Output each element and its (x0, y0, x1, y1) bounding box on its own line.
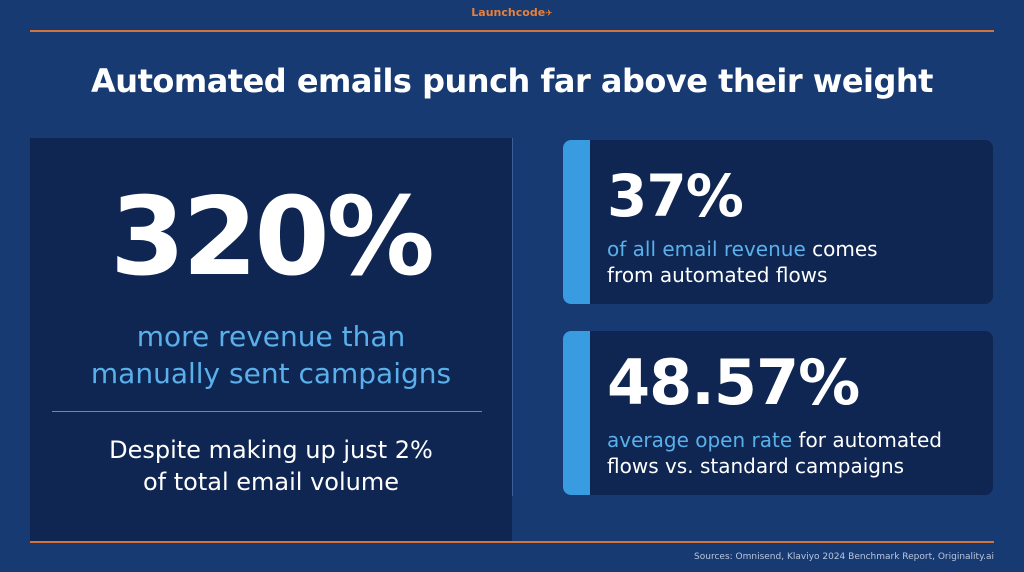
card-text: comes (805, 237, 878, 261)
brand-logo: Launchcode✈ (0, 6, 1024, 19)
brand-name: Launchcode (471, 6, 546, 19)
hero-note-line2: of total email volume (143, 468, 399, 496)
page-title: Automated emails punch far above their w… (91, 62, 933, 100)
hero-stat-subtitle: more revenue than manually sent campaign… (30, 318, 512, 392)
card-text: for automated (792, 428, 942, 452)
card-highlight-text: average open rate (607, 428, 793, 452)
hero-stat-panel: 320% more revenue than manually sent cam… (30, 138, 512, 542)
top-divider (30, 30, 994, 32)
card-text-line2: flows vs. standard campaigns (607, 454, 905, 478)
stat-card-revenue-share: 37% of all email revenue comes from auto… (563, 140, 993, 304)
card-stat-value: 48.57% (607, 346, 860, 419)
stat-card-open-rate: 48.57% average open rate for automated f… (563, 331, 993, 495)
hero-stat-value: 320% (110, 175, 435, 300)
card-description: average open rate for automated flows vs… (607, 427, 987, 479)
card-accent-bar (563, 140, 590, 304)
hero-subtitle-line2: manually sent campaigns (90, 357, 452, 390)
hero-note-line1: Despite making up just 2% (109, 436, 433, 464)
card-stat-value: 37% (607, 162, 744, 230)
card-accent-bar (563, 331, 590, 495)
hero-stat-note: Despite making up just 2% of total email… (30, 434, 512, 498)
card-description: of all email revenue comes from automate… (607, 236, 987, 288)
card-text-line2: from automated flows (607, 263, 828, 287)
column-separator (512, 138, 513, 496)
plane-icon: ✈ (545, 9, 553, 19)
hero-subtitle-line1: more revenue than (136, 320, 406, 353)
hero-divider (52, 411, 482, 412)
card-highlight-text: of all email revenue (607, 237, 806, 261)
bottom-divider (30, 541, 994, 543)
sources-footnote: Sources: Omnisend, Klaviyo 2024 Benchmar… (694, 552, 994, 562)
